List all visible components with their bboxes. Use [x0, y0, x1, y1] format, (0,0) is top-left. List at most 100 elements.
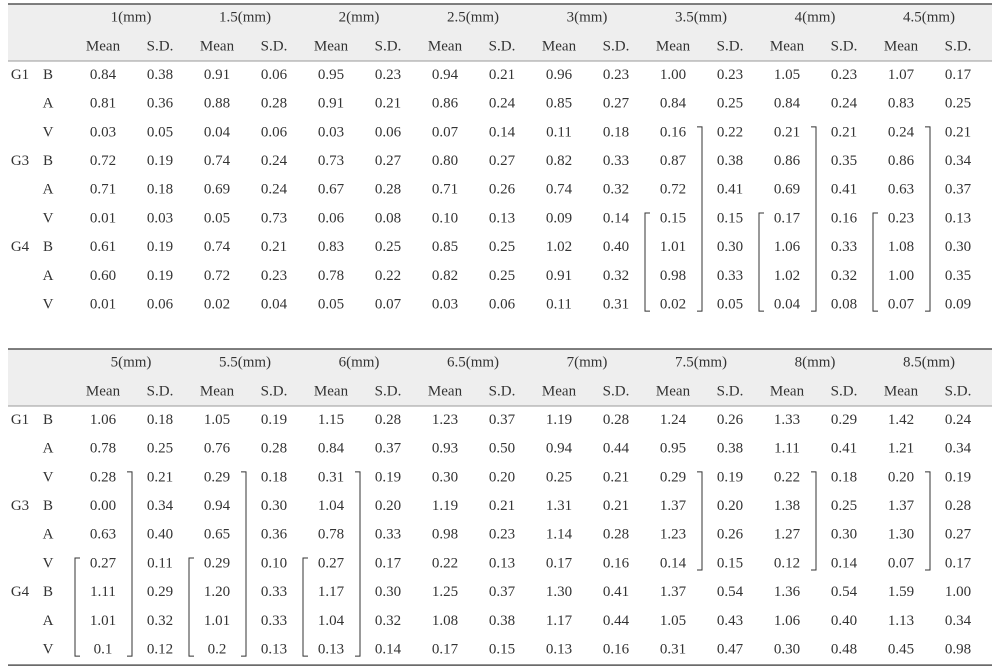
cell: 0.09 — [945, 297, 971, 313]
cell: 0.28 — [261, 441, 287, 457]
stat-header: Mean — [200, 383, 235, 399]
cell: 0.37 — [489, 412, 516, 428]
cell: 0.02 — [204, 297, 230, 313]
cell: 0.21 — [489, 67, 515, 83]
size-header: 6.5(mm) — [447, 354, 499, 370]
stat-header: Mean — [542, 38, 577, 54]
stat-header: S.D. — [489, 383, 516, 399]
stat-header: S.D. — [489, 38, 516, 54]
cell: 0.29 — [204, 469, 230, 485]
cell: 0.84 — [660, 96, 687, 112]
cell: 0.78 — [90, 441, 116, 457]
cell: 0.15 — [717, 210, 743, 226]
cell: 0.21 — [603, 498, 629, 514]
cell: 0.60 — [90, 268, 116, 284]
cell: 1.37 — [660, 498, 687, 514]
cell: 0.24 — [945, 412, 972, 428]
cell: 0.50 — [489, 441, 515, 457]
cell: 1.00 — [945, 584, 971, 600]
cell: 0.21 — [489, 498, 515, 514]
cell: 0.28 — [375, 182, 401, 198]
cell: 0.94 — [432, 67, 459, 83]
cell: 0.03 — [432, 297, 458, 313]
bracket — [644, 212, 650, 312]
row-label: V — [43, 642, 54, 658]
cell: 0.19 — [147, 153, 173, 169]
size-header: 3(mm) — [567, 9, 608, 25]
cell: 0.72 — [204, 268, 230, 284]
cell: 0.31 — [318, 469, 344, 485]
cell: 0.11 — [546, 124, 572, 140]
stat-header: S.D. — [831, 38, 858, 54]
cell: 0.14 — [831, 555, 858, 571]
cell: 0.16 — [603, 642, 630, 658]
cell: 0.93 — [432, 441, 458, 457]
cell: 0.12 — [147, 642, 173, 658]
bracket — [758, 212, 764, 312]
cell: 1.02 — [546, 239, 572, 255]
stat-header: S.D. — [147, 383, 174, 399]
cell: 0.21 — [945, 124, 971, 140]
cell: 0.73 — [261, 210, 287, 226]
cell: 0.63 — [90, 527, 116, 543]
cell: 0.07 — [432, 124, 459, 140]
cell: 0.28 — [261, 96, 287, 112]
cell: 0.15 — [717, 555, 743, 571]
stat-header: Mean — [542, 383, 577, 399]
cell: 0.31 — [603, 297, 629, 313]
size-header: 6(mm) — [339, 354, 380, 370]
cell: 0.83 — [318, 239, 344, 255]
cell: 0.13 — [318, 642, 344, 658]
cell: 0.05 — [717, 297, 743, 313]
cell: 0.10 — [432, 210, 458, 226]
cell: 0.26 — [489, 182, 516, 198]
cell: 0.45 — [888, 642, 914, 658]
cell: 0.61 — [90, 239, 116, 255]
cell: 1.15 — [318, 412, 344, 428]
cell: 0.33 — [375, 527, 401, 543]
row-label: B — [43, 498, 53, 514]
cell: 1.08 — [432, 613, 458, 629]
size-header: 1(mm) — [111, 9, 152, 25]
cell: 0.19 — [147, 239, 173, 255]
cell: 0.21 — [261, 239, 287, 255]
cell: 0.25 — [945, 96, 971, 112]
cell: 0.32 — [603, 182, 629, 198]
cell: 0.40 — [831, 613, 857, 629]
cell: 1.33 — [774, 412, 800, 428]
row-label: B — [43, 153, 53, 169]
cell: 1.01 — [660, 239, 686, 255]
cell: 0.84 — [90, 67, 117, 83]
cell: 0.23 — [261, 268, 287, 284]
bracket — [925, 471, 931, 571]
cell: 1.37 — [888, 498, 915, 514]
cell: 1.21 — [888, 441, 914, 457]
cell: 0.22 — [432, 555, 458, 571]
cell: 0.19 — [945, 469, 971, 485]
cell: 1.38 — [774, 498, 800, 514]
cell: 0.18 — [147, 412, 173, 428]
row-label: A — [43, 96, 54, 112]
cell: 0.94 — [204, 498, 231, 514]
cell: 0.07 — [888, 297, 915, 313]
cell: 0.04 — [261, 297, 288, 313]
cell: 0.06 — [375, 124, 402, 140]
stat-header: Mean — [86, 383, 121, 399]
cell: 0.06 — [318, 210, 345, 226]
cell: 1.06 — [774, 613, 801, 629]
cell: 0.10 — [261, 555, 287, 571]
cell: 0.16 — [831, 210, 858, 226]
cell: 0.1 — [94, 642, 113, 658]
bracket — [872, 212, 878, 312]
row-label: V — [43, 210, 54, 226]
cell: 1.19 — [546, 412, 572, 428]
stat-header: S.D. — [603, 383, 630, 399]
cell: 0.27 — [603, 96, 630, 112]
cell: 0.2 — [208, 642, 227, 658]
cell: 1.06 — [774, 239, 801, 255]
cell: 0.01 — [90, 210, 116, 226]
bracket — [925, 126, 931, 312]
cell: 0.54 — [717, 584, 744, 600]
cell: 0.24 — [489, 96, 516, 112]
